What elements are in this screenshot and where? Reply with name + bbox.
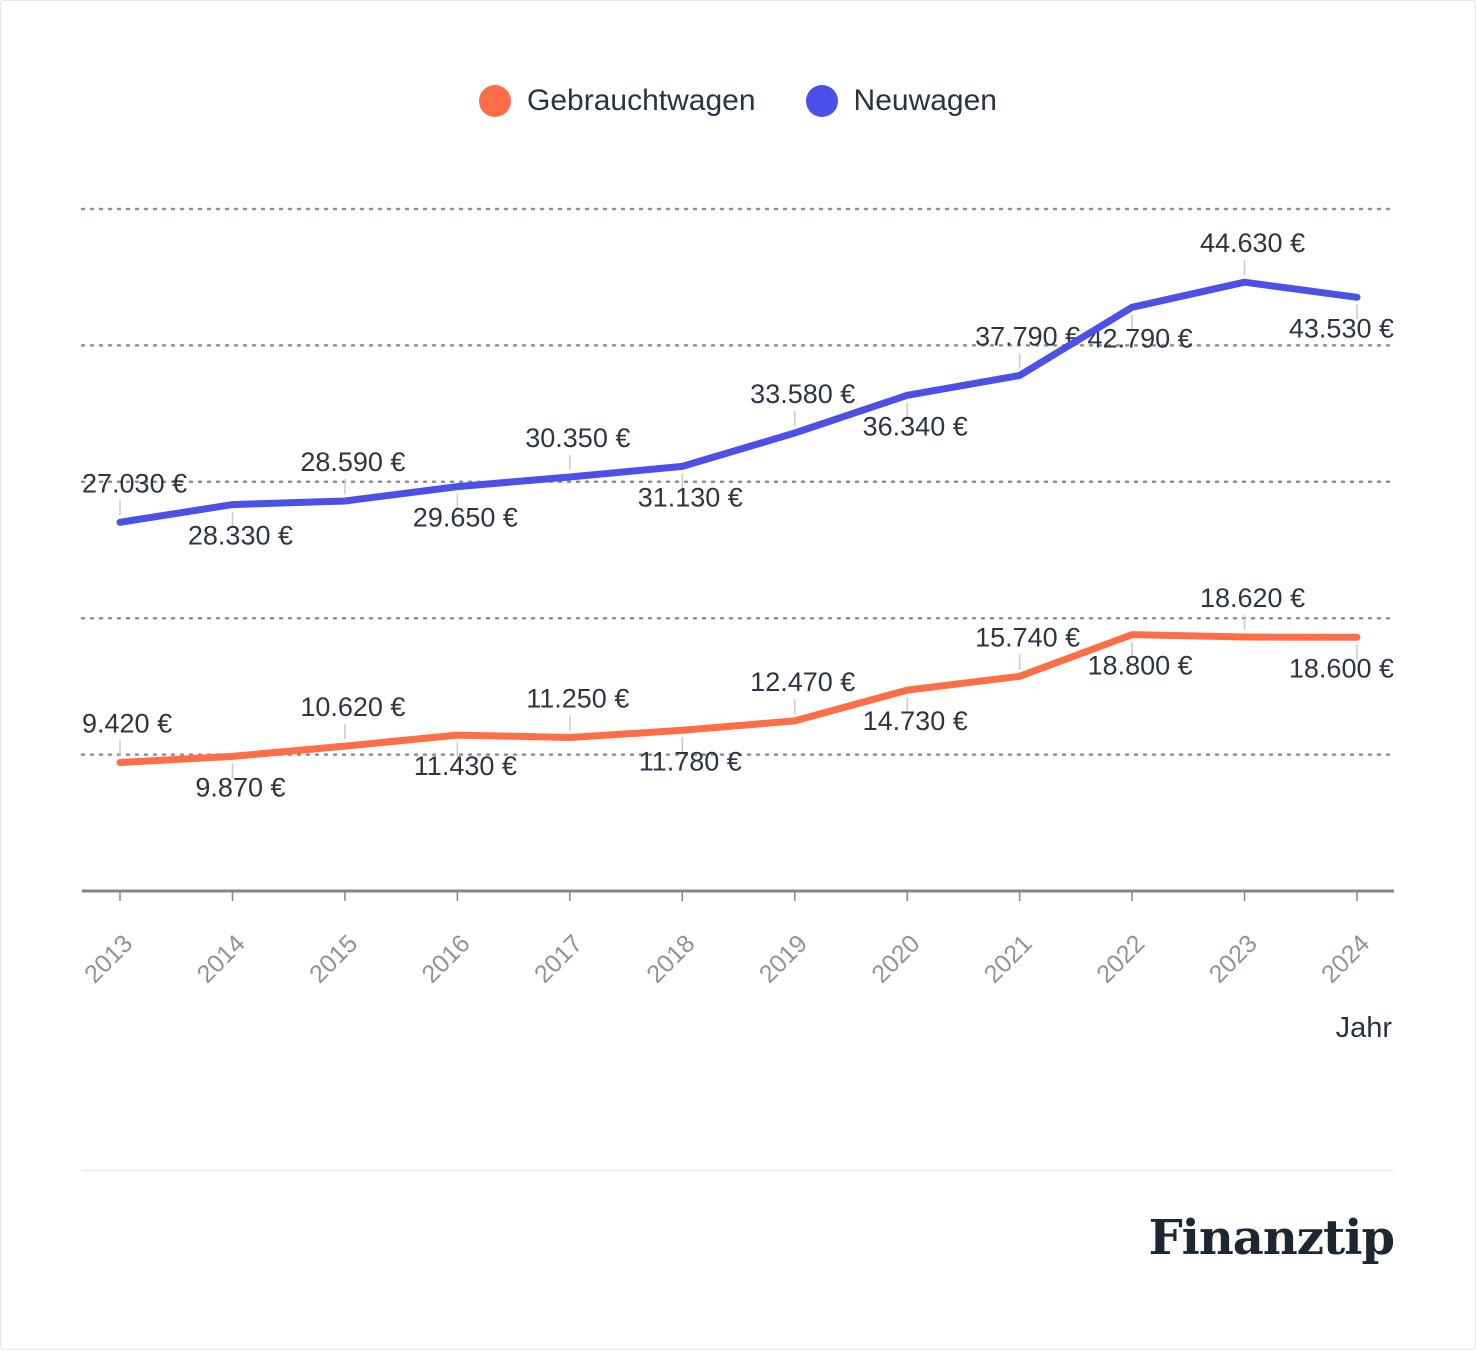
legend-item-gebrauchtwagen: Gebrauchtwagen [479, 84, 756, 118]
series-line-gebrauchtwagen [116, 631, 1361, 766]
footer-divider [82, 1170, 1394, 1171]
data-label-neuwagen: 30.350 € [525, 423, 630, 453]
line-chart: 2013 2014 2015 2016 2017 2018 2019 2020 2021 2022… [79, 207, 1396, 989]
data-label-neuwagen: 44.630 € [1200, 228, 1305, 258]
x-tick-label: 2023 [1204, 929, 1263, 988]
x-tick-label: 2015 [304, 929, 363, 988]
legend-dot-gebrauchtwagen [479, 85, 512, 117]
data-label-gebrauchtwagen: 9.420 € [82, 709, 172, 739]
x-tick-label: 2018 [641, 929, 700, 988]
legend-dot-neuwagen [805, 85, 838, 117]
x-tick-label: 2017 [529, 929, 588, 988]
data-label-neuwagen: 28.330 € [188, 521, 293, 551]
data-label-neuwagen: 28.590 € [300, 447, 405, 477]
x-tick-label: 2013 [79, 929, 138, 988]
data-label-gebrauchtwagen: 14.730 € [863, 706, 968, 736]
x-tick-label: 2016 [416, 929, 475, 988]
data-label-gebrauchtwagen: 10.620 € [300, 692, 405, 722]
data-label-neuwagen: 36.340 € [863, 411, 968, 441]
data-label-gebrauchtwagen: 12.470 € [750, 667, 855, 697]
x-tick-label: 2020 [866, 929, 925, 988]
x-tick-label: 2019 [754, 929, 813, 988]
data-label-neuwagen: 33.580 € [750, 379, 855, 409]
finanztip-logo: Finanztip [1148, 1210, 1395, 1266]
legend: Gebrauchtwagen Neuwagen [0, 84, 1476, 118]
x-tick-label: 2024 [1316, 929, 1375, 988]
data-label-neuwagen: 29.650 € [413, 503, 518, 533]
data-label-neuwagen: 43.530 € [1289, 313, 1394, 343]
series-line-neuwagen [116, 278, 1361, 526]
x-tick-label: 2022 [1091, 929, 1150, 988]
data-label-neuwagen: 27.030 € [82, 468, 187, 498]
data-label-gebrauchtwagen: 11.430 € [414, 751, 517, 781]
legend-item-neuwagen: Neuwagen [805, 84, 997, 118]
x-tick-label: 2021 [979, 929, 1038, 988]
data-label-gebrauchtwagen: 18.800 € [1088, 651, 1193, 681]
x-axis-title: Jahr [1335, 1012, 1392, 1044]
data-label-gebrauchtwagen: 11.250 € [526, 684, 629, 714]
data-label-gebrauchtwagen: 18.600 € [1289, 653, 1394, 683]
data-label-gebrauchtwagen: 9.870 € [195, 772, 285, 802]
data-label-gebrauchtwagen: 18.620 € [1200, 583, 1305, 613]
x-tick-label: 2014 [192, 929, 251, 988]
legend-label-neuwagen: Neuwagen [853, 84, 997, 117]
legend-label-gebrauchtwagen: Gebrauchtwagen [527, 84, 756, 117]
data-label-gebrauchtwagen: 15.740 € [975, 622, 1080, 652]
data-label-neuwagen: 42.790 € [1088, 323, 1193, 353]
data-label-gebrauchtwagen: 11.780 € [639, 746, 742, 776]
data-label-neuwagen: 31.130 € [638, 482, 743, 512]
